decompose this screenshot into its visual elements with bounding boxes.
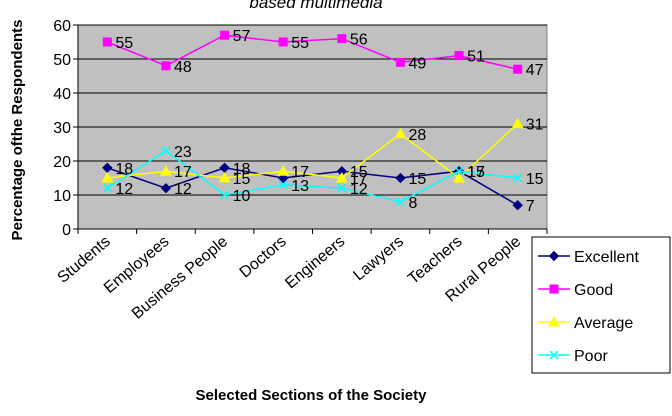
data-point bbox=[161, 146, 171, 156]
legend-label: Good bbox=[574, 282, 613, 299]
data-point bbox=[453, 171, 465, 183]
data-label: 7 bbox=[526, 198, 535, 215]
data-label: 17 bbox=[350, 171, 368, 188]
series-poor bbox=[102, 146, 523, 207]
data-point bbox=[277, 172, 289, 184]
data-point bbox=[337, 183, 347, 193]
data-point bbox=[220, 30, 230, 40]
data-label: 48 bbox=[174, 59, 192, 76]
y-tick-label: 50 bbox=[53, 52, 71, 69]
data-point bbox=[337, 34, 347, 44]
data-point bbox=[102, 37, 112, 47]
data-label: 57 bbox=[233, 28, 251, 45]
series-layer bbox=[101, 30, 524, 211]
data-point bbox=[395, 57, 405, 67]
data-label: 17 bbox=[291, 164, 309, 181]
data-point bbox=[277, 165, 290, 176]
data-label: 55 bbox=[291, 35, 309, 52]
x-tick-label: Students bbox=[55, 233, 114, 287]
data-label: 12 bbox=[350, 181, 368, 198]
legend-item-excellent: Excellent bbox=[538, 249, 639, 266]
data-label: 15 bbox=[526, 171, 544, 188]
legend-item-poor: Poor bbox=[538, 348, 608, 365]
chart-title: based multimedia bbox=[249, 0, 382, 12]
data-point bbox=[512, 199, 523, 211]
data-point bbox=[548, 315, 560, 327]
data-label: 56 bbox=[350, 32, 368, 49]
series-line bbox=[106, 149, 518, 203]
data-label: 55 bbox=[115, 35, 133, 52]
data-label: 17 bbox=[467, 164, 485, 181]
data-point bbox=[549, 284, 559, 294]
legend-item-average: Average bbox=[538, 315, 633, 332]
legend: Excellent Good Average Poor bbox=[531, 236, 671, 374]
data-label: 15 bbox=[350, 164, 368, 181]
data-point bbox=[102, 183, 112, 193]
data-point bbox=[160, 165, 172, 176]
data-label: 10 bbox=[233, 188, 251, 205]
x-tick-label: Engineers bbox=[282, 233, 348, 292]
data-label: 12 bbox=[115, 181, 133, 198]
data-point bbox=[220, 190, 230, 200]
data-label: 17 bbox=[174, 164, 192, 181]
data-label: 18 bbox=[233, 161, 251, 178]
legend-item-good: Good bbox=[538, 282, 613, 299]
legend-label: Poor bbox=[574, 348, 608, 365]
data-point bbox=[161, 61, 171, 71]
data-point bbox=[278, 180, 288, 190]
data-label: 31 bbox=[526, 117, 544, 134]
data-label: 15 bbox=[408, 171, 426, 188]
data-label: 13 bbox=[291, 178, 309, 195]
data-point bbox=[335, 171, 348, 183]
y-axis-title: Percentage ofthe Respondents bbox=[9, 20, 26, 241]
data-label: 12 bbox=[174, 181, 192, 198]
series-average bbox=[101, 117, 524, 183]
data-point bbox=[218, 171, 231, 183]
data-point bbox=[549, 350, 559, 360]
series-line bbox=[107, 123, 519, 179]
data-point bbox=[454, 166, 464, 176]
data-label: 51 bbox=[467, 49, 485, 66]
series-good bbox=[102, 30, 523, 74]
y-tick-label: 30 bbox=[53, 120, 71, 137]
data-label: 49 bbox=[408, 55, 426, 72]
data-point bbox=[395, 172, 406, 184]
y-tick-label: 60 bbox=[53, 18, 71, 35]
y-tick-label: 10 bbox=[53, 188, 71, 205]
data-point bbox=[548, 250, 560, 262]
y-tick-label: 40 bbox=[53, 86, 71, 103]
x-tick-label: Lawyers bbox=[350, 233, 407, 284]
data-point bbox=[395, 197, 405, 207]
series-line bbox=[107, 34, 518, 70]
x-axis-title: Selected Sections of the Society bbox=[196, 387, 428, 404]
data-point bbox=[454, 51, 464, 61]
data-point bbox=[394, 127, 407, 139]
legend-label: Excellent bbox=[574, 249, 639, 266]
legend-label: Average bbox=[574, 315, 633, 332]
data-point bbox=[160, 182, 172, 194]
y-tick-label: 20 bbox=[53, 154, 71, 171]
y-tick-label: 0 bbox=[62, 222, 71, 239]
data-point bbox=[511, 117, 524, 129]
data-label: 15 bbox=[467, 164, 485, 181]
data-label: 15 bbox=[233, 171, 251, 188]
data-label: 23 bbox=[174, 144, 192, 161]
data-label: 18 bbox=[115, 161, 133, 178]
data-point bbox=[513, 64, 523, 74]
data-point bbox=[513, 173, 523, 183]
data-label: 47 bbox=[526, 62, 544, 79]
data-point bbox=[101, 171, 114, 183]
data-point bbox=[278, 37, 288, 47]
data-label: 8 bbox=[408, 195, 417, 212]
x-tick-label: Doctors bbox=[237, 233, 290, 281]
gridlines bbox=[78, 24, 547, 196]
data-label: 28 bbox=[408, 127, 426, 144]
